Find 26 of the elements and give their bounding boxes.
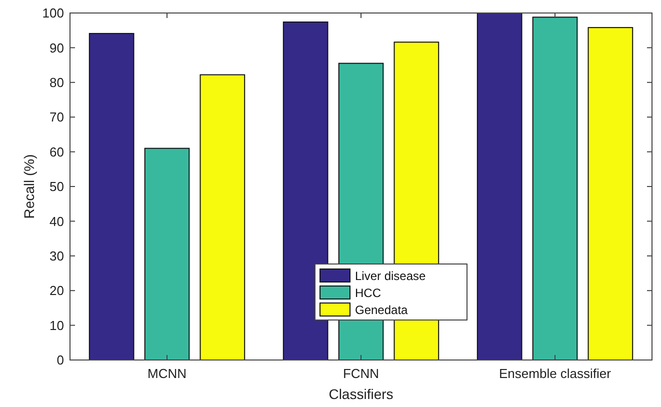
x-tick-label: MCNN [148,366,186,381]
y-tick-label: 60 [50,144,64,160]
y-axis-title: Recall (%) [21,154,37,219]
y-tick-label: 40 [50,214,64,229]
y-tick-label: 100 [42,6,64,21]
y-tick-label: 0 [56,352,64,368]
bar [588,27,634,360]
bar [476,12,522,360]
legend-label: Genedata [355,303,408,318]
y-tick-label: 80 [50,74,64,90]
bar [532,16,578,360]
y-tick-label: 50 [50,179,64,194]
y-tick-label: 90 [50,40,64,56]
x-axis-title: Classifiers [328,386,394,402]
bar [88,32,134,360]
y-tick-label: 10 [50,318,64,333]
bar [282,22,328,360]
legend-label: Liver disease [355,269,426,284]
y-tick-label: 70 [50,110,64,125]
bar [200,74,246,360]
bar [144,148,190,360]
x-tick-label: FCNN [342,366,380,381]
x-tick-label: Ensemble classifier [499,366,612,381]
y-tick-label: 20 [50,283,64,298]
legend-label: HCC [355,286,382,300]
y-tick-label: 30 [50,248,64,264]
